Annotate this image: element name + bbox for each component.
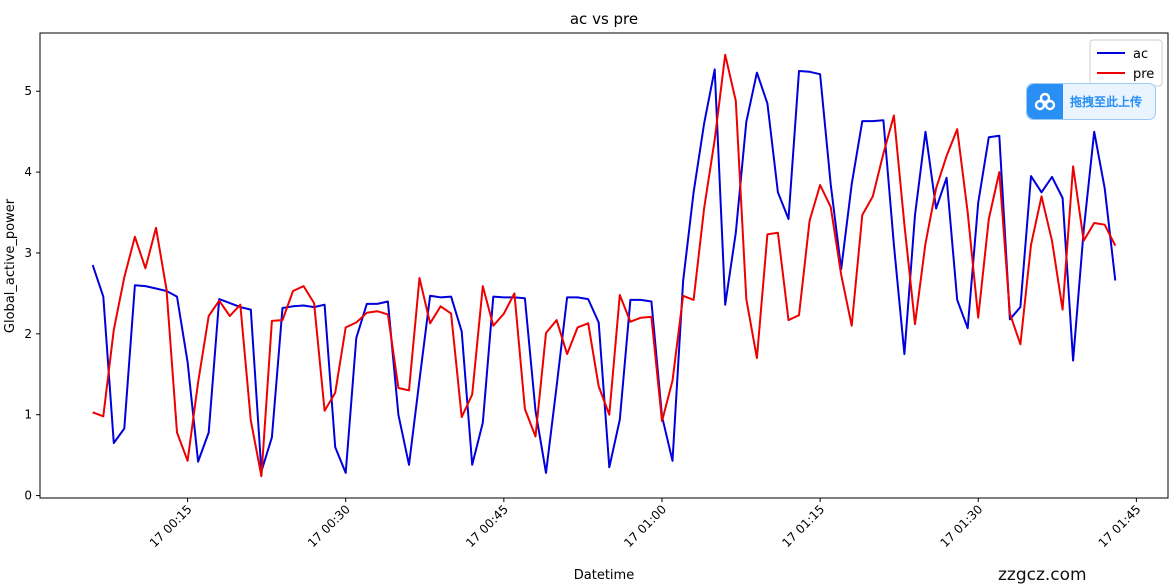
x-axis-label: Datetime (574, 568, 634, 583)
cloud-share-icon (1027, 84, 1063, 119)
series-line-pre (92, 53, 1117, 478)
x-tick-label: 17 00:15 (147, 502, 195, 550)
chart-title: ac vs pre (570, 10, 638, 28)
y-axis-label: Global_active_power (3, 198, 18, 333)
legend-label-pre: pre (1133, 67, 1154, 82)
x-tick-label: 17 01:30 (938, 502, 986, 550)
y-tick-label: 4 (24, 165, 32, 179)
y-tick-label: 5 (24, 84, 32, 98)
upload-label: 拖拽至此上传 (1070, 95, 1143, 109)
y-tick-label: 0 (24, 489, 32, 503)
y-tick-label: 1 (24, 408, 32, 422)
x-tick-label: 17 01:00 (621, 502, 669, 550)
y-tick-label: 2 (24, 327, 32, 341)
y-tick-label: 3 (24, 246, 32, 260)
series-line-ac (91, 68, 1117, 474)
watermark: zzgcz.com (998, 565, 1087, 585)
x-tick-label: 17 01:45 (1096, 502, 1144, 550)
plot-frame (39, 32, 1169, 499)
upload-drop-button[interactable]: 拖拽至此上传 (1026, 83, 1156, 120)
x-tick-label: 17 00:45 (463, 502, 511, 550)
legend-label-ac: ac (1133, 47, 1148, 62)
legend: ac pre (1089, 39, 1163, 87)
x-tick-label: 17 01:15 (779, 502, 827, 550)
x-tick-label: 17 00:30 (305, 502, 353, 550)
